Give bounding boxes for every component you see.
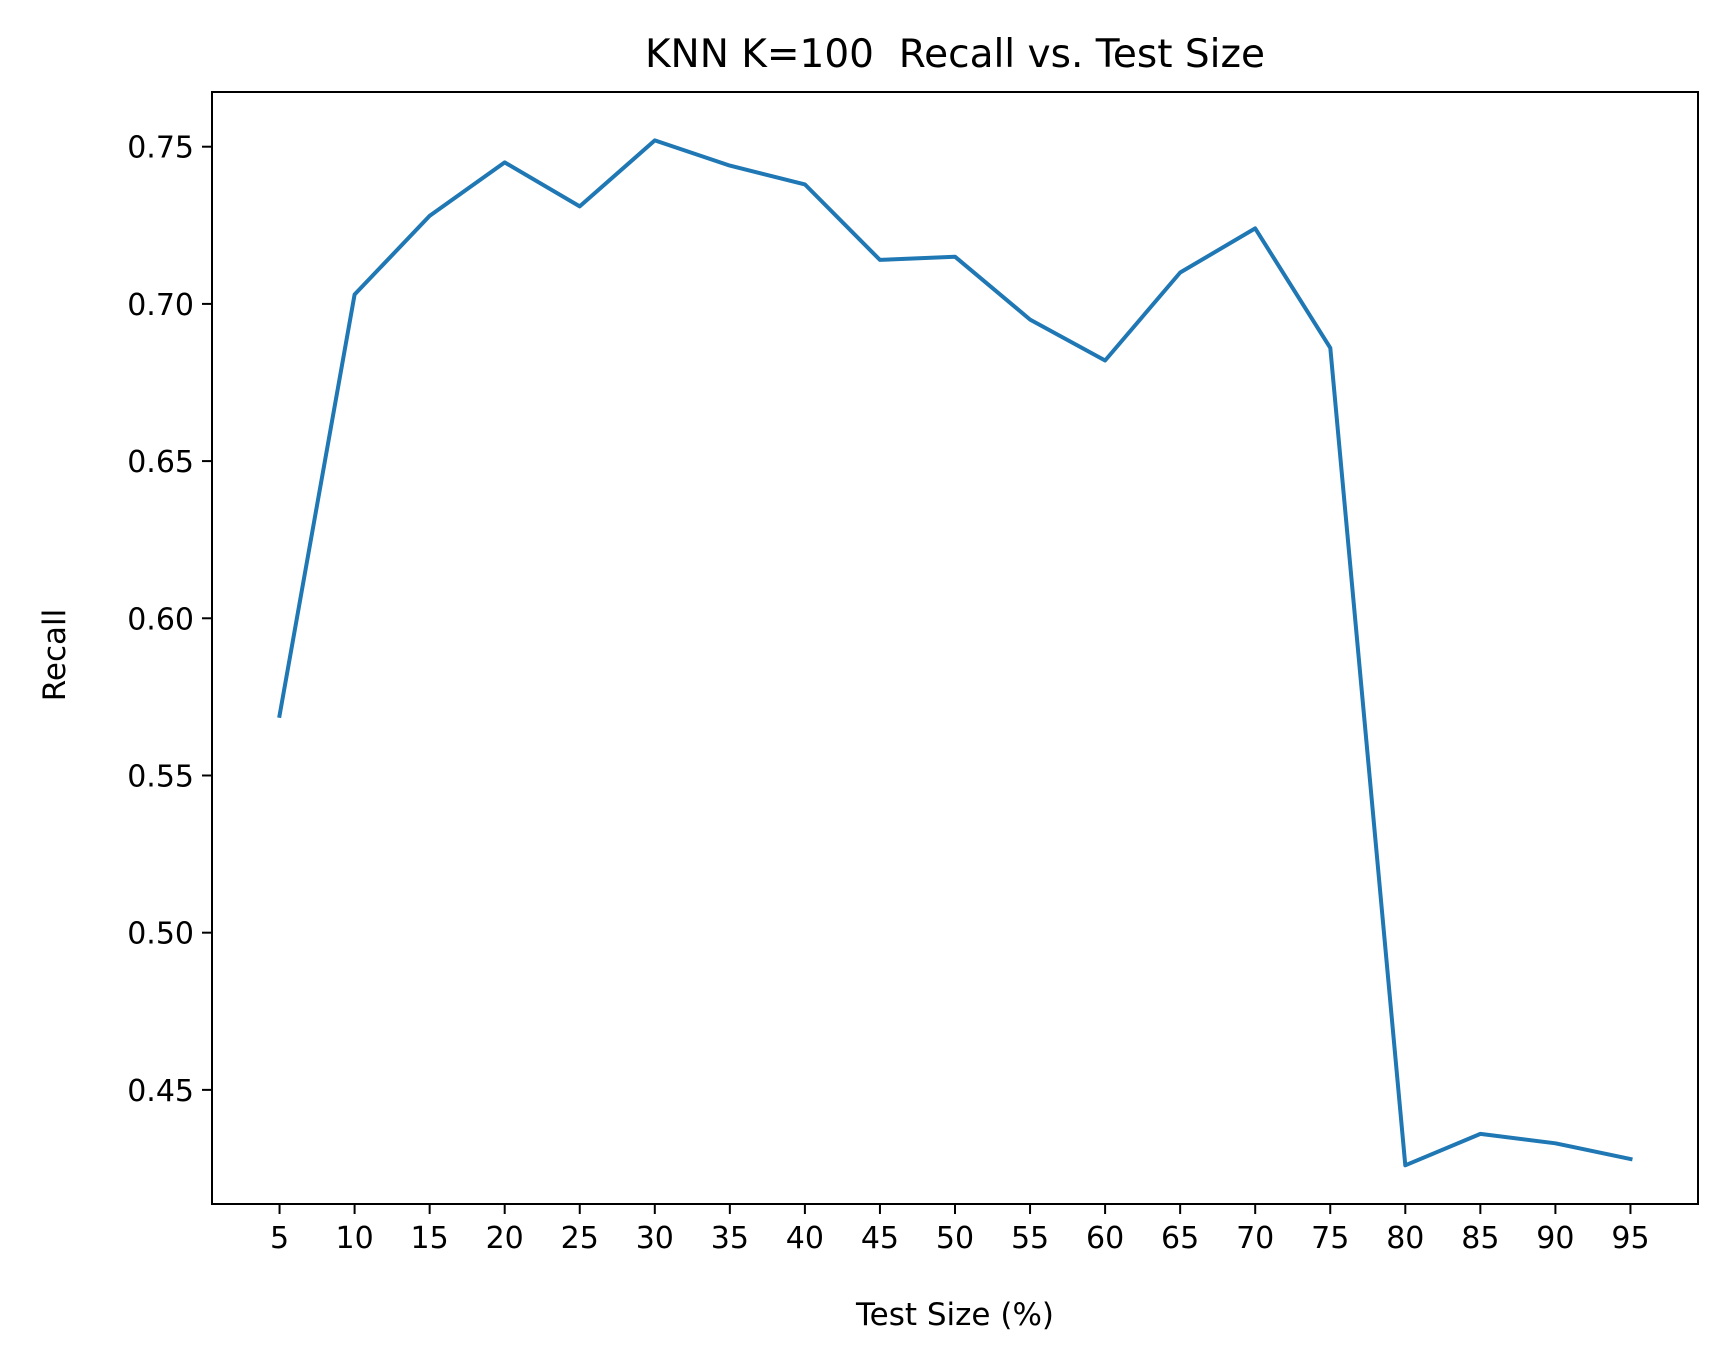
y-tick-label: 0.45 bbox=[127, 1074, 194, 1109]
y-tick-label: 0.70 bbox=[127, 288, 194, 323]
x-tick-label: 50 bbox=[936, 1221, 974, 1256]
x-tick-label: 30 bbox=[636, 1221, 674, 1256]
x-tick-label: 40 bbox=[786, 1221, 824, 1256]
x-tick-label: 85 bbox=[1461, 1221, 1499, 1256]
x-tick-label: 20 bbox=[486, 1221, 524, 1256]
chart-title: KNN K=100 Recall vs. Test Size bbox=[645, 32, 1265, 77]
x-tick-label: 10 bbox=[336, 1221, 374, 1256]
y-tick-label: 0.55 bbox=[127, 759, 194, 794]
y-tick-label: 0.75 bbox=[127, 131, 194, 166]
x-tick-label: 25 bbox=[561, 1221, 599, 1256]
y-axis: 0.45 0.50 0.55 0.60 0.65 0.70 0.75 bbox=[127, 131, 212, 1109]
x-axis: 5 10 15 20 25 30 35 40 45 50 55 60 65 70 75 80 85 90 95 bbox=[270, 1204, 1650, 1256]
y-tick-label: 0.60 bbox=[127, 602, 194, 637]
plot-area bbox=[277, 138, 1633, 1168]
x-tick-label: 70 bbox=[1236, 1221, 1274, 1256]
x-tick-label: 55 bbox=[1011, 1221, 1049, 1256]
x-tick-label: 75 bbox=[1311, 1221, 1349, 1256]
x-tick-label: 35 bbox=[711, 1221, 749, 1256]
y-tick-label: 0.65 bbox=[127, 445, 194, 480]
y-axis-label: Recall bbox=[37, 609, 73, 702]
plot-frame bbox=[211, 91, 1699, 1205]
y-tick-label: 0.50 bbox=[127, 917, 194, 952]
x-tick-label: 95 bbox=[1611, 1221, 1649, 1256]
x-tick-label: 80 bbox=[1386, 1221, 1424, 1256]
x-axis-label: Test Size (%) bbox=[855, 1297, 1054, 1333]
x-tick-label: 45 bbox=[861, 1221, 899, 1256]
series-line-0 bbox=[277, 138, 1633, 1168]
x-tick-label: 60 bbox=[1086, 1221, 1124, 1256]
x-tick-label: 65 bbox=[1161, 1221, 1199, 1256]
x-tick-label: 15 bbox=[411, 1221, 449, 1256]
x-tick-label: 5 bbox=[270, 1221, 289, 1256]
x-tick-label: 90 bbox=[1536, 1221, 1574, 1256]
